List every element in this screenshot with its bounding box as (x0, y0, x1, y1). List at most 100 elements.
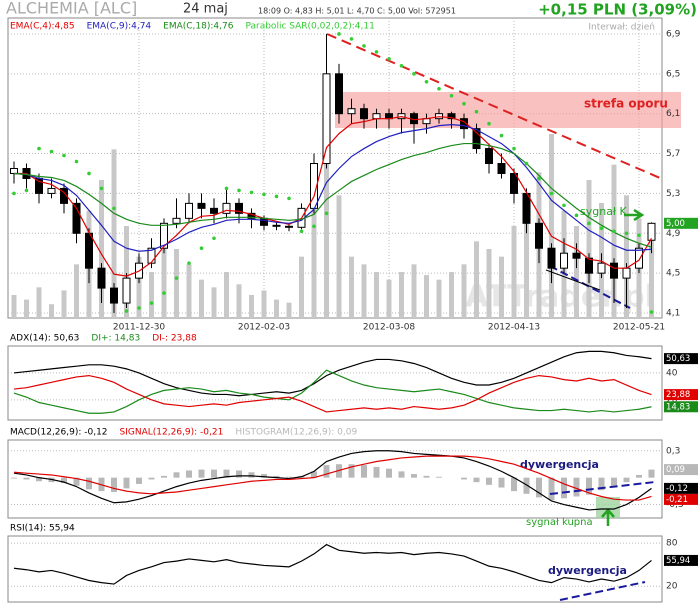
candle-body (122, 277, 131, 304)
end-label: -0,21 (666, 495, 688, 505)
histogram-bar (111, 477, 117, 492)
volume-bar (286, 302, 292, 318)
legend-entry: EMA(C,9):4,74 (87, 22, 152, 32)
histogram-bar (173, 472, 180, 478)
y-tick-label: 6,9 (666, 29, 681, 39)
volume-bar (361, 264, 367, 318)
volume-bar (24, 299, 29, 318)
volume-bar (386, 279, 392, 318)
volume-bar (486, 249, 492, 318)
sar-dot (212, 236, 216, 241)
sar-dot (199, 246, 204, 251)
histogram-bar (61, 477, 67, 484)
candle-body (447, 113, 456, 120)
volume-bar (224, 272, 229, 318)
candle-body (622, 267, 631, 279)
histogram-bar (611, 477, 617, 488)
volume-bar (524, 195, 529, 318)
end-label-box (664, 482, 698, 494)
quote: 18:09 O: 4,83 H: 5,01 L: 4,70 C: 5,00 Vo… (258, 7, 456, 16)
sar-dot (37, 146, 41, 151)
resistance-zone (335, 92, 681, 128)
sar-dot (512, 146, 516, 151)
candle-body (35, 177, 43, 194)
volume-bar (99, 180, 104, 318)
interval: Interwał: dzień (588, 23, 655, 33)
volume-bar (149, 272, 154, 318)
histogram-bar (561, 477, 567, 499)
annotation: strefa oporu (584, 97, 668, 111)
candle-body (460, 118, 468, 130)
y-tick-label: 4,1 (666, 309, 680, 319)
sar-dot (549, 191, 554, 196)
candle-body (560, 252, 568, 269)
end-label-box (664, 401, 698, 413)
trend-line (326, 33, 661, 179)
end-label-box (664, 389, 698, 401)
candle-body (535, 222, 543, 249)
sar-dot (224, 186, 229, 191)
candle-body (235, 202, 243, 214)
annotation: sygnał kupna (526, 517, 593, 528)
candle-body (222, 202, 231, 214)
sar-dot (324, 211, 329, 216)
histogram-bar (311, 471, 317, 478)
end-label-box (664, 493, 698, 505)
sar-dot (424, 79, 429, 84)
sar-dot (637, 233, 641, 238)
panel-frame (7, 17, 663, 319)
candle-body (347, 108, 356, 115)
legend-entry: SIGNAL(12,26,9): -0,21 (120, 428, 224, 438)
histogram-bar (86, 477, 92, 490)
y-tick-label: -0,3 (666, 500, 684, 510)
histogram-bar (273, 475, 280, 478)
volume-bar (474, 241, 479, 318)
volume-bar (461, 264, 467, 318)
histogram-bar (123, 477, 130, 489)
volume-bar (324, 88, 329, 318)
volume-bar (186, 264, 192, 318)
series-line (13, 543, 652, 585)
end-label: 50,63 (666, 354, 690, 364)
series-line (13, 450, 652, 511)
sar-dot (387, 57, 391, 61)
histogram-bar (148, 477, 155, 480)
sar-dot (499, 133, 504, 138)
histogram-bar (248, 472, 255, 478)
histogram-bar (648, 469, 655, 478)
sar-dot (524, 161, 529, 166)
candle-body (10, 167, 18, 174)
histogram-bar (23, 477, 30, 480)
histogram-bar (323, 465, 330, 478)
sar-dot (149, 301, 154, 305)
candle-body (485, 148, 493, 165)
legend-entry: EMA(C,18):4,76 (163, 22, 234, 32)
y-tick-label: 40 (666, 368, 678, 378)
sar-dot (74, 159, 79, 164)
histogram-bar (398, 471, 405, 478)
candle-body (585, 257, 593, 274)
y-tick-label: 6,1 (666, 109, 680, 119)
sar-dot (12, 191, 16, 196)
series-line (13, 124, 652, 252)
volume-bar (161, 241, 167, 318)
end-label-box (664, 554, 698, 566)
annotation: dywergencja (548, 564, 627, 577)
histogram-bar (548, 477, 555, 501)
sar-dot (562, 203, 566, 208)
sar-dot (399, 64, 404, 68)
end-label-box (664, 464, 698, 476)
annotation-shapes: strefa oporu sygnał K dywergencja sygnał ku… (326, 33, 681, 601)
candle-body (110, 287, 118, 304)
histogram-bar (348, 464, 355, 478)
series-line (13, 350, 652, 397)
volume-bar (211, 287, 217, 318)
end-label: 5,00 (666, 219, 685, 229)
volume-bar (586, 180, 592, 318)
end-label-box (664, 353, 698, 365)
histogram-bar (11, 477, 17, 479)
panel-frame (7, 535, 663, 603)
histogram-bar (523, 477, 530, 494)
candle-body (510, 172, 518, 194)
histogram-bar (423, 475, 430, 478)
